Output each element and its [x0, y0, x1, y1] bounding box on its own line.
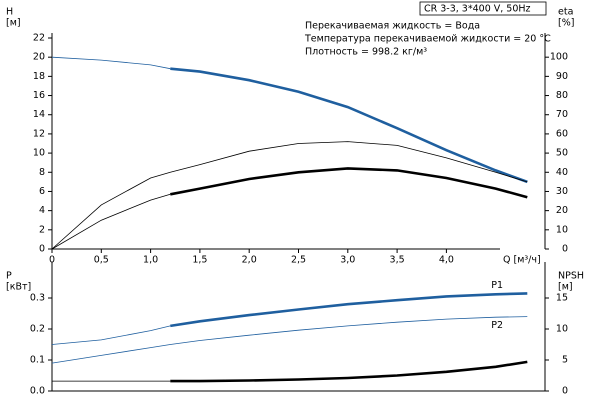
y2-axis-label: eta	[558, 7, 573, 18]
y2-tick-label: 15	[556, 293, 568, 304]
x-tick-label: 3,5	[390, 255, 405, 266]
y-tick-label: 22	[33, 33, 45, 44]
y-tick-label: 18	[33, 71, 45, 82]
y-tick-label: 0	[39, 244, 45, 255]
y2-axis-label: NPSH	[558, 271, 584, 282]
y2-tick-label: 90	[556, 71, 568, 82]
y-tick-label: 4	[39, 205, 45, 216]
y-tick-label: 10	[33, 148, 45, 159]
y-tick-label: 20	[33, 52, 45, 63]
y2-axis-label: [%]	[558, 18, 574, 29]
x-tick-label: 4,0	[439, 255, 454, 266]
curve	[51, 141, 528, 250]
y2-tick-label: 50	[556, 148, 568, 159]
y2-tick-label: 10	[556, 324, 568, 335]
y2-tick-label: 5	[562, 355, 568, 366]
y-tick-label: 0.1	[30, 355, 45, 366]
x-tick-label: 0,5	[94, 255, 109, 266]
series-label: P1	[491, 280, 503, 291]
series-label: P2	[491, 320, 503, 331]
y-tick-label: 12	[33, 128, 45, 139]
curve	[51, 193, 171, 250]
y2-tick-label: 80	[556, 90, 568, 101]
y-axis-label: H	[6, 7, 13, 18]
y2-axis-label: [м]	[558, 282, 573, 293]
curve	[51, 56, 171, 70]
y2-tick-label: 0	[562, 244, 568, 255]
x-tick-label: 1,5	[192, 255, 207, 266]
curve	[170, 292, 528, 328]
y-tick-label: 8	[39, 167, 45, 178]
y-tick-label: 0.0	[30, 386, 45, 397]
y-tick-label: 0.3	[30, 293, 45, 304]
y2-tick-label: 20	[556, 205, 568, 216]
y-tick-label: 14	[33, 109, 45, 120]
chart-title: CR 3-3, 3*400 V, 50Hz	[424, 4, 531, 15]
x-tick-label: 0	[49, 255, 55, 266]
y-tick-label: 6	[39, 186, 45, 197]
y2-tick-label: 60	[556, 128, 568, 139]
x-tick-label: 3,0	[340, 255, 355, 266]
y-axis-label: [кВт]	[6, 282, 31, 293]
x-tick-label: 2,5	[291, 255, 306, 266]
y-tick-label: 0.2	[30, 324, 45, 335]
y2-tick-label: 0	[562, 386, 568, 397]
y-tick-label: 2	[39, 224, 45, 235]
curve	[51, 316, 528, 364]
annotation: Перекачиваемая жидкость = Вода	[305, 21, 480, 32]
x-tick-label: 2,0	[242, 255, 257, 266]
x-tick-label: 1,0	[143, 255, 158, 266]
curve	[51, 325, 171, 345]
y2-tick-label: 40	[556, 167, 568, 178]
y2-tick-label: 70	[556, 109, 568, 120]
y2-tick-label: 100	[550, 52, 568, 63]
y2-tick-label: 10	[556, 224, 568, 235]
title-box	[419, 1, 547, 16]
y-axis-label: [м]	[6, 18, 21, 29]
curve	[170, 167, 528, 199]
y2-tick-label: 30	[556, 186, 568, 197]
x-axis-label: Q [м³/ч]	[503, 255, 541, 266]
y-axis-label: P	[6, 271, 12, 282]
y-tick-label: 16	[33, 90, 45, 101]
annotation: Плотность = 998.2 кг/м³	[305, 47, 427, 58]
annotation: Температура перекачиваемой жидкости = 20…	[304, 34, 551, 45]
curve	[170, 67, 528, 184]
curve	[170, 360, 528, 383]
